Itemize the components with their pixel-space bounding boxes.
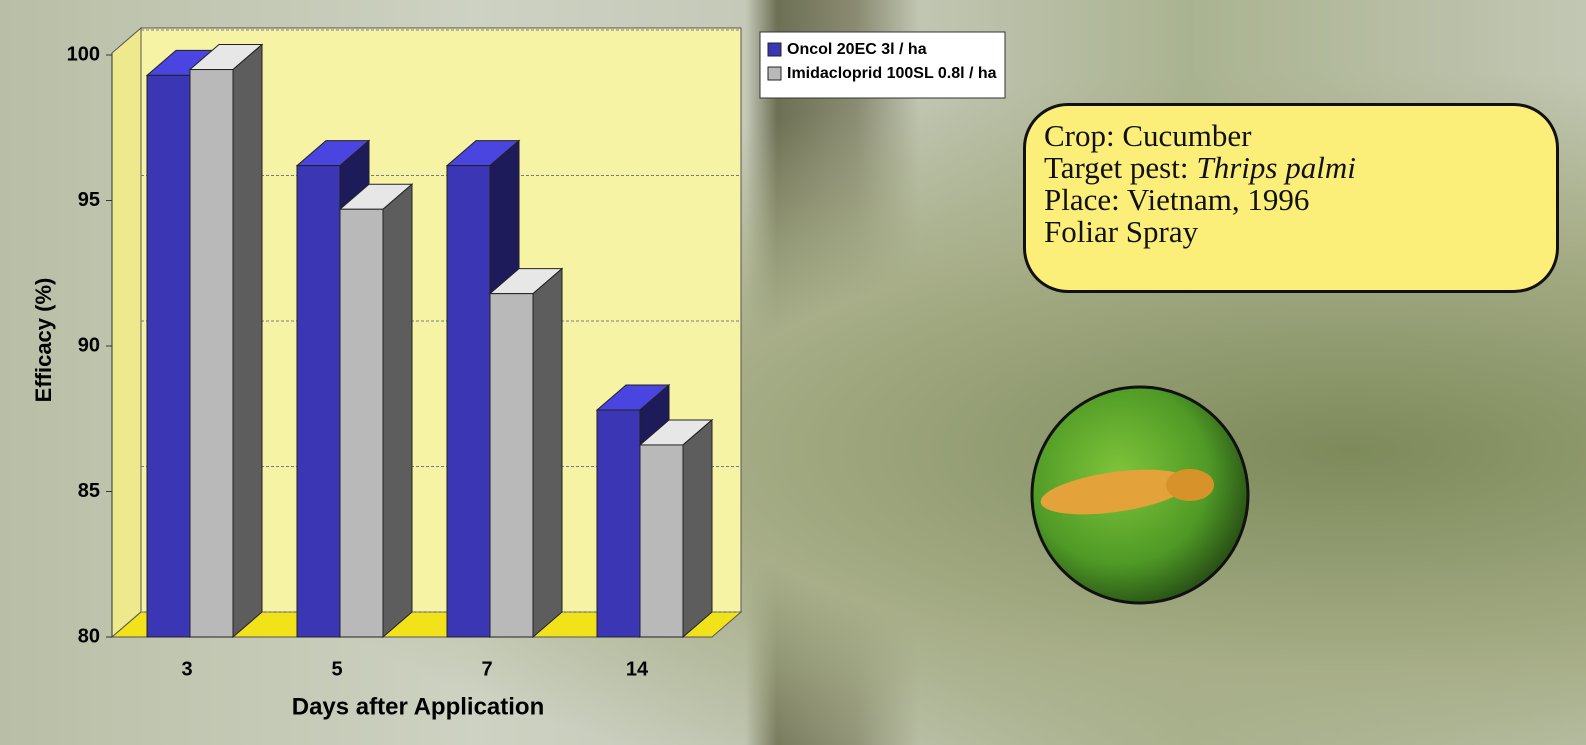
bar: [339, 208, 384, 638]
bar: [146, 74, 191, 638]
x-axis-label: Days after Application: [292, 693, 545, 720]
bar: [446, 165, 491, 638]
bar-side: [532, 267, 563, 639]
y-axis-label: Efficacy (%): [31, 278, 56, 403]
legend-swatch: [767, 66, 782, 81]
legend-label: Oncol 20EC 3l / ha: [787, 41, 927, 58]
bar: [189, 69, 234, 638]
info-text: Target pest:: [1044, 150, 1189, 185]
side-wall: [111, 26, 142, 639]
plot: 80 85 90 95 100 3 5 7 14: [67, 26, 743, 680]
info-box: Crop: Cucumber Target pest: Thrips palmi …: [1023, 103, 1559, 293]
info-text: Thrips palmi: [1196, 150, 1356, 185]
legend-label: Imidacloprid 100SL 0.8l / ha: [787, 65, 997, 82]
x-tick-label: 5: [331, 658, 342, 680]
y-tick-label: 95: [78, 189, 100, 211]
y-tick-label: 80: [78, 625, 100, 647]
y-tick-label: 85: [78, 480, 100, 502]
bar: [639, 444, 684, 638]
bar: [296, 165, 341, 638]
bar-side: [382, 183, 413, 639]
bar-side: [232, 43, 263, 639]
info-line: Crop: Cucumber: [1044, 118, 1252, 153]
x-tick-label: 7: [481, 658, 492, 680]
legend-swatch: [767, 42, 782, 57]
thrips-body: [1040, 469, 1190, 515]
bar: [489, 293, 534, 638]
legend: [759, 31, 1006, 99]
y-tick-label: 100: [67, 43, 100, 65]
info-line: Foliar Spray: [1044, 214, 1199, 249]
x-tick-label: 14: [626, 658, 649, 680]
bar-side: [682, 418, 713, 639]
y-tick-label: 90: [78, 334, 100, 356]
info-line: Target pest: Thrips palmi: [1044, 152, 1556, 184]
bar: [596, 409, 641, 638]
info-line: Place: Vietnam, 1996: [1044, 182, 1310, 217]
x-tick-label: 3: [181, 658, 192, 680]
thrips-head: [1166, 469, 1214, 501]
